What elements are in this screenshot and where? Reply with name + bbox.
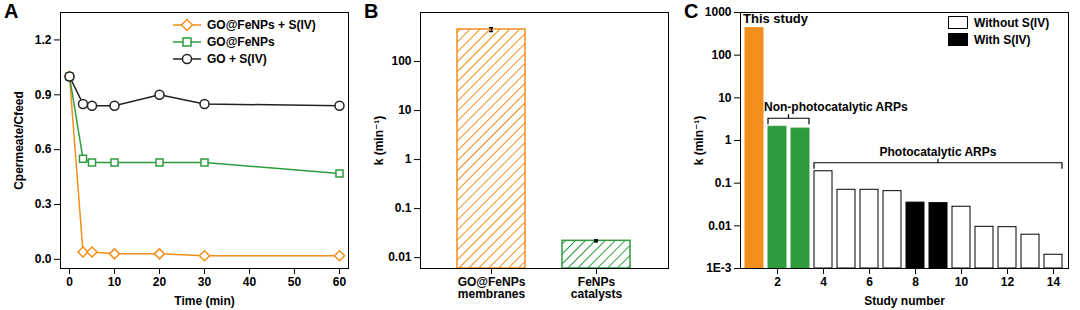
svg-text:2: 2 [774,275,781,289]
svg-text:40: 40 [243,275,257,289]
svg-text:50: 50 [288,275,302,289]
svg-text:100: 100 [711,48,731,62]
svg-text:0.1: 0.1 [395,201,412,215]
svg-text:0.0: 0.0 [35,252,52,266]
svg-text:30: 30 [198,275,212,289]
svg-text:0.01: 0.01 [388,250,412,264]
svg-text:1000: 1000 [705,5,732,19]
svg-text:0.01: 0.01 [708,219,732,233]
svg-text:10: 10 [718,91,732,105]
html-text:B: B [364,0,379,22]
svg-text:10: 10 [108,275,122,289]
html-text:C: C [684,0,699,22]
html-text:Without S(IV): Without S(IV) [974,15,1050,30]
svg-text:0.6: 0.6 [35,142,52,156]
svg-text:8: 8 [912,275,919,289]
svg-text:14: 14 [1047,275,1061,289]
html-text:With S(IV): With S(IV) [974,32,1031,47]
svg-text:1: 1 [405,152,412,166]
html-text:A: A [4,0,19,22]
svg-text:GO@FeNPsmembranes: GO@FeNPsmembranes [458,275,526,301]
svg-text:Time (min): Time (min) [174,294,234,308]
html-text:GO@FeNPs + S(IV): GO@FeNPs + S(IV) [207,17,316,32]
svg-text:12: 12 [1001,275,1015,289]
svg-text:k (min⁻¹): k (min⁻¹) [372,116,386,166]
svg-text:FeNPscatalysts: FeNPscatalysts [571,275,623,301]
svg-text:k (min⁻¹): k (min⁻¹) [692,116,706,166]
svg-text:Cpermeate/Cfeed: Cpermeate/Cfeed [12,91,26,190]
html-text:GO + S(IV): GO + S(IV) [207,51,267,66]
svg-text:1: 1 [725,133,732,147]
svg-text:0.3: 0.3 [35,197,52,211]
svg-text:0.9: 0.9 [35,88,52,102]
svg-text:Non-photocatalytic ARPs: Non-photocatalytic ARPs [764,100,908,114]
svg-text:20: 20 [153,275,167,289]
svg-text:10: 10 [398,103,412,117]
svg-text:1E-3: 1E-3 [706,261,732,275]
svg-text:1.2: 1.2 [35,33,52,47]
svg-text:4: 4 [820,275,827,289]
svg-text:60: 60 [333,275,347,289]
svg-text:100: 100 [391,54,411,68]
svg-text:6: 6 [866,275,873,289]
svg-text:0.1: 0.1 [715,176,732,190]
svg-text:Study number: Study number [864,294,945,308]
svg-text:Photocatalytic ARPs: Photocatalytic ARPs [880,145,997,159]
html-text:GO@FeNPs: GO@FeNPs [207,34,275,49]
svg-text:0: 0 [66,275,73,289]
svg-text:This study: This study [743,11,809,26]
svg-text:10: 10 [955,275,969,289]
